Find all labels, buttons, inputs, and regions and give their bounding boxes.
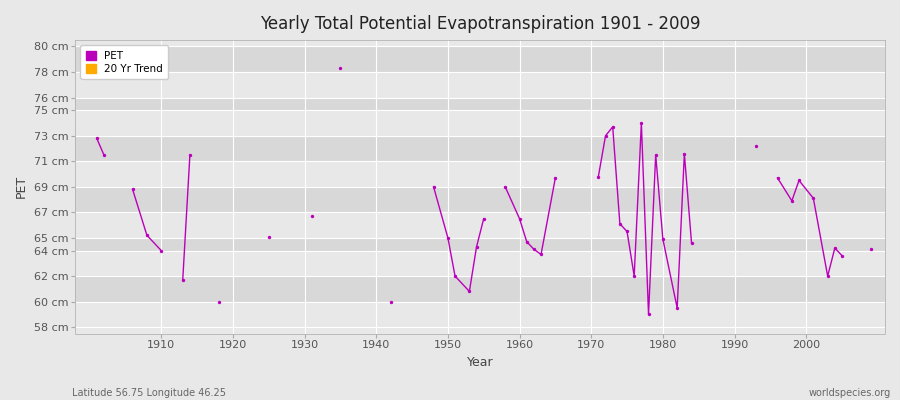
Point xyxy=(96,152,111,158)
Text: Latitude 56.75 Longitude 46.25: Latitude 56.75 Longitude 46.25 xyxy=(72,388,226,398)
Bar xyxy=(76,276,885,302)
Bar xyxy=(76,161,885,187)
Text: worldspecies.org: worldspecies.org xyxy=(809,388,891,398)
Point xyxy=(821,273,835,279)
Point xyxy=(183,152,197,158)
Bar xyxy=(76,136,885,161)
Point xyxy=(140,232,154,238)
Point xyxy=(534,251,548,258)
Point xyxy=(749,143,763,149)
Bar xyxy=(76,302,885,327)
Legend: PET, 20 Yr Trend: PET, 20 Yr Trend xyxy=(80,45,168,79)
Point xyxy=(125,186,140,192)
Point xyxy=(262,233,276,240)
Point xyxy=(835,252,850,259)
Point xyxy=(785,198,799,204)
Point xyxy=(89,135,104,142)
Point xyxy=(770,175,785,181)
Point xyxy=(548,175,562,181)
Bar xyxy=(76,98,885,110)
Bar xyxy=(76,72,885,98)
Point xyxy=(463,288,477,295)
Y-axis label: PET: PET xyxy=(15,175,28,198)
Bar xyxy=(76,212,885,238)
Point xyxy=(476,216,491,222)
Point xyxy=(448,273,463,279)
Point xyxy=(526,246,541,252)
Point xyxy=(649,152,663,158)
Point xyxy=(806,195,821,202)
X-axis label: Year: Year xyxy=(467,356,493,369)
Point xyxy=(591,174,606,180)
Point xyxy=(670,305,684,311)
Point xyxy=(863,246,878,252)
Point xyxy=(512,216,526,222)
Point xyxy=(427,184,441,190)
Point xyxy=(176,277,190,283)
Point xyxy=(154,247,168,254)
Bar xyxy=(76,46,885,72)
Point xyxy=(598,132,613,139)
Point xyxy=(677,150,691,157)
Point xyxy=(304,213,319,219)
Bar xyxy=(76,238,885,250)
Point xyxy=(828,245,842,251)
Point xyxy=(613,220,627,227)
Point xyxy=(606,124,620,130)
Point xyxy=(469,244,483,250)
Point xyxy=(684,240,698,246)
Point xyxy=(627,273,642,279)
Point xyxy=(642,311,656,318)
Title: Yearly Total Potential Evapotranspiration 1901 - 2009: Yearly Total Potential Evapotranspiratio… xyxy=(260,15,700,33)
Bar xyxy=(76,250,885,276)
Point xyxy=(441,235,455,241)
Bar xyxy=(76,110,885,136)
Point xyxy=(620,228,634,235)
Point xyxy=(792,177,806,184)
Point xyxy=(333,65,347,71)
Point xyxy=(519,238,534,245)
Point xyxy=(212,298,226,305)
Point xyxy=(498,184,512,190)
Point xyxy=(383,298,398,305)
Point xyxy=(634,120,649,126)
Bar xyxy=(76,187,885,212)
Point xyxy=(656,236,670,242)
